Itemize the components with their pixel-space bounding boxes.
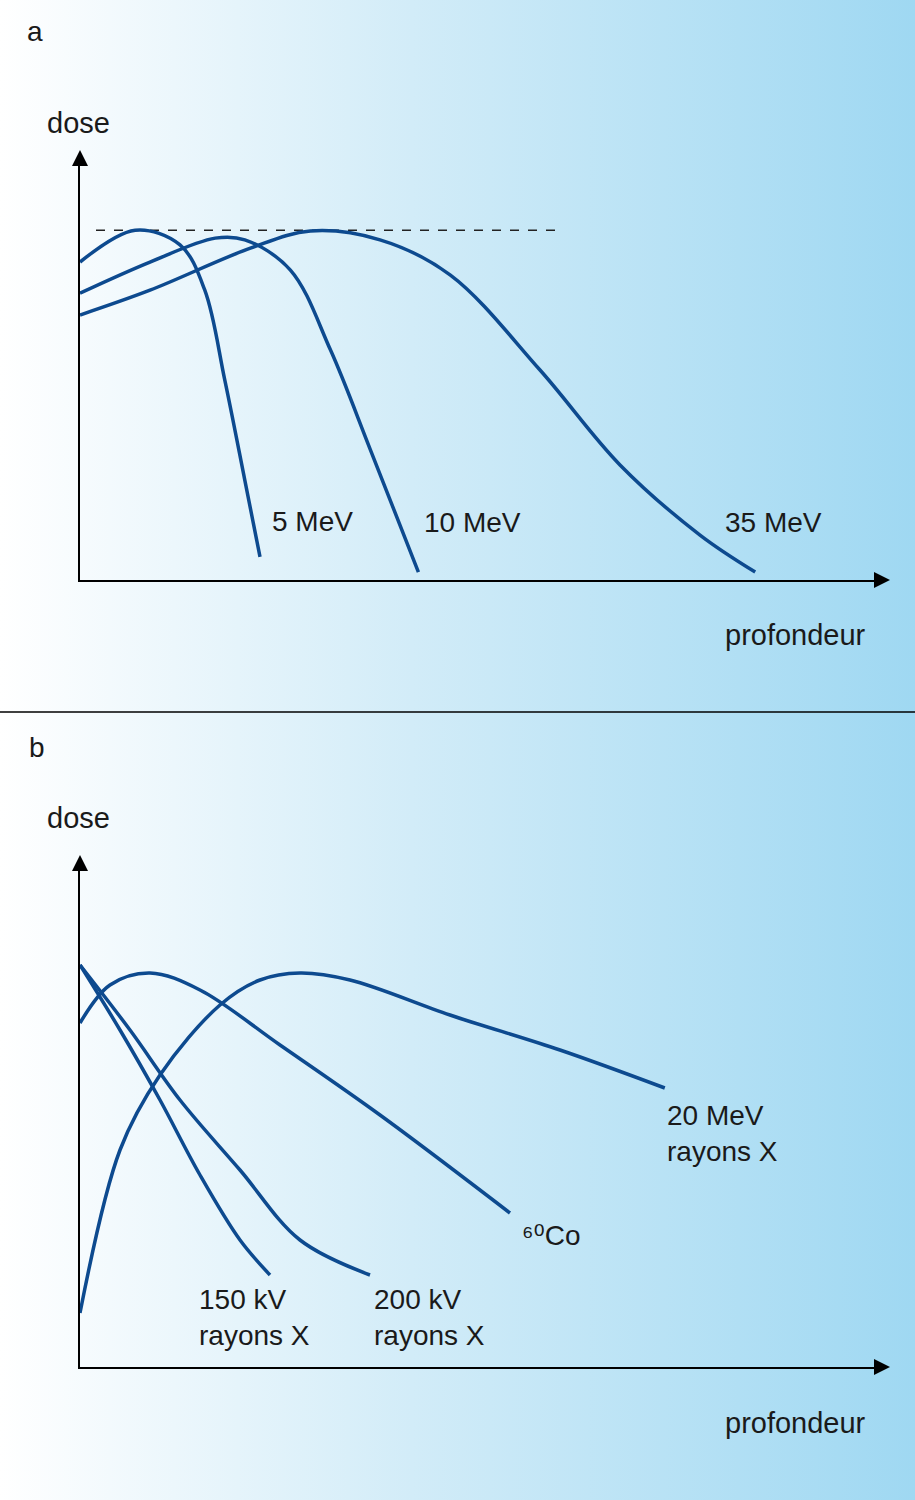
svg-text:20 MeVrayons X: 20 MeVrayons X <box>667 1100 778 1167</box>
svg-text:150 kVrayons X: 150 kVrayons X <box>199 1284 310 1351</box>
svg-text:profondeur: profondeur <box>725 1407 866 1439</box>
svg-text:10 MeV: 10 MeV <box>424 507 521 538</box>
svg-text:dose: dose <box>47 107 110 139</box>
svg-text:profondeur: profondeur <box>725 619 866 651</box>
svg-text:dose: dose <box>47 802 110 834</box>
svg-text:200 kVrayons X: 200 kVrayons X <box>374 1284 485 1351</box>
svg-text:35 MeV: 35 MeV <box>725 507 822 538</box>
svg-text:a: a <box>27 16 43 47</box>
svg-text:5 MeV: 5 MeV <box>272 506 353 537</box>
svg-text:⁶⁰Co: ⁶⁰Co <box>522 1220 581 1251</box>
svg-text:b: b <box>29 732 45 763</box>
